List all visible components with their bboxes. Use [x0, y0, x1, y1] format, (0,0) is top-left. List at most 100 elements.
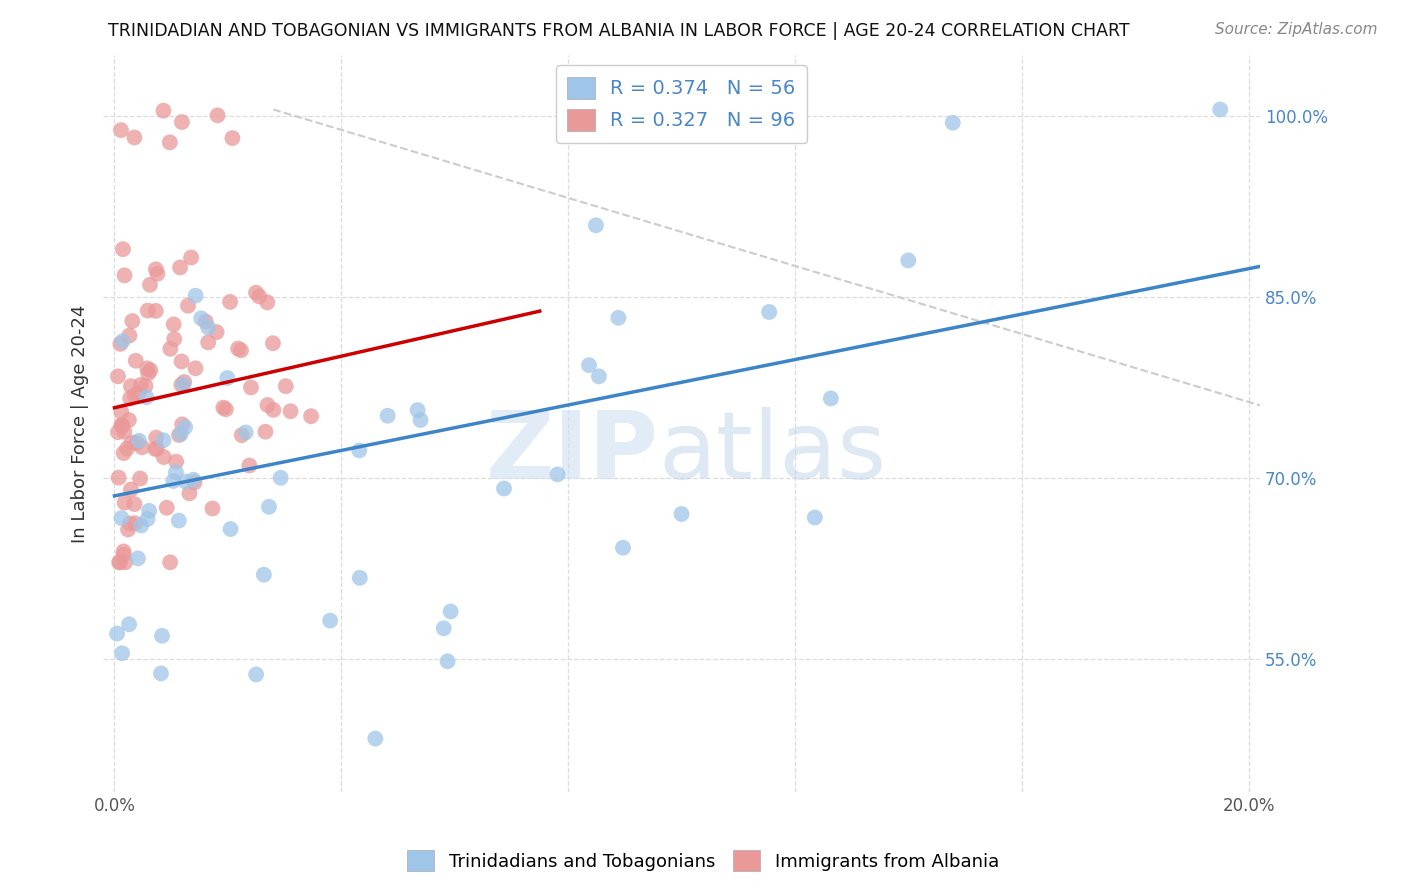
- Point: [145, 431, 167, 445]
- Text: ZIP: ZIP: [485, 407, 658, 499]
- Text: atlas: atlas: [658, 407, 887, 499]
- Point: [120, 435, 142, 450]
- Point: [1209, 103, 1232, 117]
- Point: [118, 617, 141, 632]
- Point: [174, 420, 197, 434]
- Point: [173, 375, 195, 389]
- Point: [136, 366, 159, 380]
- Point: [180, 251, 202, 265]
- Point: [111, 646, 134, 660]
- Point: [197, 335, 219, 350]
- Point: [136, 512, 159, 526]
- Point: [433, 621, 456, 635]
- Point: [114, 268, 136, 283]
- Point: [197, 320, 219, 334]
- Point: [547, 467, 569, 482]
- Point: [110, 405, 132, 419]
- Point: [257, 500, 280, 514]
- Point: [124, 388, 146, 402]
- Point: [139, 277, 162, 292]
- Point: [165, 465, 187, 479]
- Point: [111, 418, 134, 433]
- Point: [136, 361, 159, 376]
- Point: [105, 626, 128, 640]
- Point: [436, 654, 458, 668]
- Point: [107, 369, 129, 384]
- Point: [159, 136, 181, 150]
- Y-axis label: In Labor Force | Age 20-24: In Labor Force | Age 20-24: [72, 304, 89, 542]
- Point: [162, 474, 184, 488]
- Point: [299, 409, 322, 424]
- Point: [221, 131, 243, 145]
- Point: [256, 398, 278, 412]
- Point: [212, 401, 235, 415]
- Point: [125, 353, 148, 368]
- Point: [112, 425, 135, 439]
- Point: [129, 378, 152, 392]
- Point: [149, 666, 172, 681]
- Point: [138, 504, 160, 518]
- Point: [274, 379, 297, 393]
- Point: [262, 402, 284, 417]
- Point: [226, 342, 249, 356]
- Point: [262, 336, 284, 351]
- Point: [129, 518, 152, 533]
- Point: [124, 516, 146, 531]
- Point: [111, 242, 134, 256]
- Point: [167, 514, 190, 528]
- Legend: Trinidadians and Tobagonians, Immigrants from Albania: Trinidadians and Tobagonians, Immigrants…: [399, 843, 1007, 879]
- Point: [942, 116, 965, 130]
- Point: [177, 299, 200, 313]
- Point: [183, 475, 205, 490]
- Point: [117, 523, 139, 537]
- Point: [492, 482, 515, 496]
- Point: [146, 442, 169, 456]
- Point: [110, 337, 132, 351]
- Point: [135, 390, 157, 404]
- Point: [110, 123, 132, 137]
- Point: [409, 413, 432, 427]
- Point: [112, 544, 135, 558]
- Point: [112, 446, 135, 460]
- Point: [245, 285, 267, 300]
- Point: [118, 328, 141, 343]
- Point: [319, 614, 342, 628]
- Point: [112, 548, 135, 562]
- Point: [349, 571, 371, 585]
- Point: [159, 342, 181, 356]
- Point: [152, 103, 174, 118]
- Point: [170, 354, 193, 368]
- Point: [758, 305, 780, 319]
- Point: [167, 428, 190, 442]
- Point: [156, 500, 179, 515]
- Point: [152, 434, 174, 448]
- Point: [406, 403, 429, 417]
- Point: [118, 413, 141, 427]
- Point: [201, 501, 224, 516]
- Point: [127, 551, 149, 566]
- Point: [253, 567, 276, 582]
- Point: [115, 442, 138, 456]
- Point: [219, 522, 242, 536]
- Point: [110, 511, 132, 525]
- Point: [120, 379, 142, 393]
- Point: [897, 253, 920, 268]
- Point: [128, 434, 150, 448]
- Point: [231, 428, 253, 442]
- Point: [205, 325, 228, 339]
- Point: [270, 471, 292, 485]
- Point: [165, 454, 187, 468]
- Point: [152, 450, 174, 464]
- Point: [229, 343, 252, 358]
- Point: [174, 475, 197, 489]
- Point: [120, 392, 142, 406]
- Point: [671, 507, 693, 521]
- Point: [238, 458, 260, 473]
- Point: [111, 418, 134, 433]
- Point: [820, 392, 842, 406]
- Point: [235, 425, 257, 440]
- Point: [184, 361, 207, 376]
- Point: [254, 425, 277, 439]
- Point: [145, 262, 167, 277]
- Point: [170, 377, 193, 392]
